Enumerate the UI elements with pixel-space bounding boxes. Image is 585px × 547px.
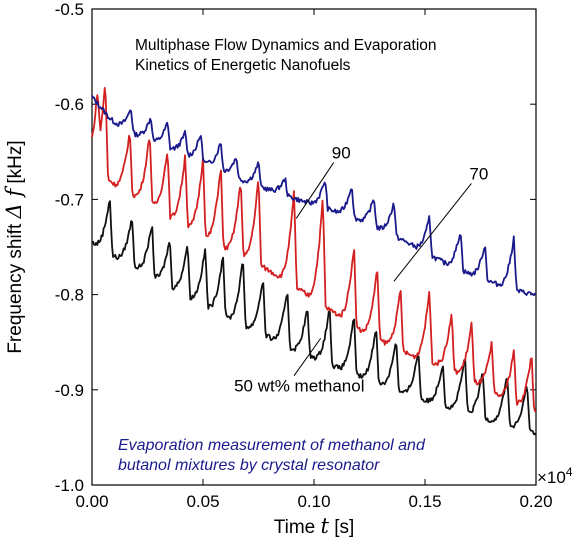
x-axis-ticks bbox=[91, 9, 537, 485]
x-multiplier-base: ×10 bbox=[537, 468, 566, 487]
x-tick-label: 0.10 bbox=[297, 492, 330, 511]
annotation-leader bbox=[393, 183, 472, 282]
y-axis-title-text: Frequency shift bbox=[5, 219, 26, 354]
annotation-label: 50 wt% methanol bbox=[234, 377, 364, 396]
annotation-leader bbox=[293, 338, 322, 376]
x-axis-title-symbol: t bbox=[321, 514, 330, 538]
annotation-label: 70 bbox=[469, 164, 488, 183]
x-tick-label: 0.20 bbox=[519, 492, 552, 511]
series-line-50-wt-methanol bbox=[91, 200, 537, 436]
series-layer bbox=[91, 87, 537, 436]
y-tick-label: -1.0 bbox=[55, 476, 84, 495]
x-axis-tick-labels: 0.00 0.05 0.10 0.15 0.20 bbox=[75, 492, 552, 511]
x-axis-title-unit: [s] bbox=[329, 517, 354, 538]
plot-frame bbox=[91, 8, 537, 486]
y-axis-title: Frequency shift Δ f [kHz] bbox=[2, 140, 26, 353]
y-tick-label: -0.7 bbox=[55, 190, 84, 209]
annotation-label: 90 bbox=[332, 143, 351, 162]
x-axis-title-text: Time bbox=[274, 517, 321, 538]
chart-title-line-1: Multiphase Flow Dynamics and Evaporation bbox=[135, 37, 437, 54]
x-tick-label: 0.05 bbox=[186, 492, 219, 511]
caption-line-1: Evaporation measurement of methanol and bbox=[118, 437, 426, 454]
y-axis-title-symbol: Δ f bbox=[2, 186, 26, 220]
x-multiplier: ×104 bbox=[537, 465, 573, 487]
x-tick-label: 0.15 bbox=[408, 492, 441, 511]
annotation-leader bbox=[295, 162, 335, 219]
y-axis-ticks bbox=[92, 8, 536, 486]
y-axis-tick-labels: -0.5 -0.6 -0.7 -0.8 -0.9 -1.0 bbox=[55, 0, 84, 495]
x-axis-title: Time t [s] bbox=[274, 514, 355, 538]
y-tick-label: -0.6 bbox=[55, 95, 84, 114]
caption-line-2: butanol mixtures by crystal resonator bbox=[118, 457, 380, 474]
chart-title-line-2: Kinetics of Energetic Nanofuels bbox=[135, 57, 351, 74]
annotations: 90 70 50 wt% methanol bbox=[234, 143, 488, 395]
y-tick-label: -0.5 bbox=[55, 0, 84, 19]
x-multiplier-exponent: 4 bbox=[566, 465, 573, 479]
y-tick-label: -0.9 bbox=[55, 381, 84, 400]
y-axis-title-unit: [kHz] bbox=[5, 140, 26, 189]
y-tick-label: -0.8 bbox=[55, 286, 84, 305]
series-line-90 bbox=[91, 95, 537, 297]
series-line-70 bbox=[91, 87, 537, 413]
x-tick-label: 0.00 bbox=[75, 492, 108, 511]
